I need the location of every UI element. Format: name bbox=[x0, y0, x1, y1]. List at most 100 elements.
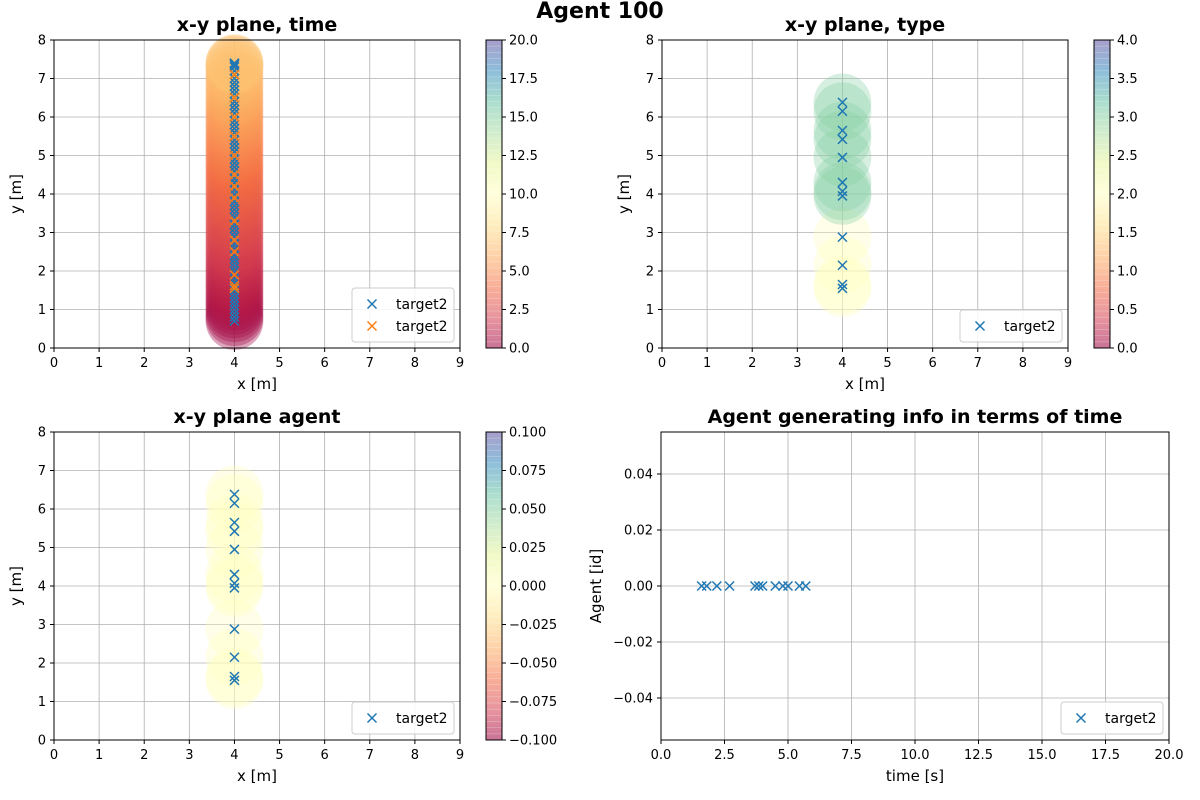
data-point bbox=[757, 580, 768, 592]
data-point bbox=[800, 580, 811, 592]
colorbar-gradient bbox=[1094, 40, 1110, 348]
colorbar-tick-label: 0.5 bbox=[1117, 303, 1138, 318]
data-point bbox=[229, 312, 240, 323]
data-point bbox=[837, 232, 848, 243]
data-point bbox=[229, 258, 240, 269]
data-point bbox=[229, 100, 240, 111]
chart-panel-3: 0 1 2 3 4 5 6 7 8 9 0 1 2 3 4 5 6 7 8 x-y plane agent x [m] y… bbox=[7, 406, 557, 785]
y-tick-label: 4 bbox=[646, 188, 654, 203]
colorbar: 0.0 0.5 1.0 1.5 2.0 2.5 3.0 3.5 4.0 bbox=[1093, 34, 1138, 357]
y-tick-label: 2 bbox=[646, 265, 654, 280]
colorbar-tick-label: −0.100 bbox=[509, 734, 557, 749]
y-tick-label: 7 bbox=[38, 464, 46, 479]
colorbar-tick-label: −0.050 bbox=[509, 657, 557, 672]
x-tick-label: 0.0 bbox=[651, 748, 672, 763]
data-point bbox=[229, 73, 240, 84]
data-point bbox=[229, 92, 240, 103]
data-point bbox=[229, 173, 240, 184]
x-tick-label: 5.0 bbox=[778, 748, 799, 763]
colorbar-tick-label: 3.5 bbox=[1117, 72, 1138, 87]
x-tick-label: 6 bbox=[929, 356, 937, 371]
data-point bbox=[229, 142, 240, 153]
data-point bbox=[229, 104, 240, 115]
data-point bbox=[837, 279, 848, 290]
series-1 bbox=[837, 97, 848, 294]
colorbar-gradient bbox=[486, 40, 502, 348]
data-point bbox=[837, 260, 848, 271]
x-tick-label: 8 bbox=[411, 748, 419, 763]
data-point bbox=[229, 227, 240, 238]
legend: target2 bbox=[1060, 701, 1164, 735]
data-point bbox=[229, 123, 240, 134]
x-tick-label: 9 bbox=[1064, 356, 1072, 371]
colorbar-tick-label: 2.5 bbox=[1117, 149, 1138, 164]
x-tick-label: 0 bbox=[658, 356, 666, 371]
data-point bbox=[229, 223, 240, 234]
x-tick-label: 2.5 bbox=[714, 748, 735, 763]
chart-panel-1: 0 1 2 3 4 5 6 7 8 9 0 1 2 3 4 5 6 7 8 x-y plane, time x [m] y… bbox=[7, 14, 538, 393]
chart-title: x-y plane, time bbox=[177, 14, 338, 36]
data-point bbox=[229, 526, 240, 537]
colorbar-tick-label: 0.0 bbox=[1117, 342, 1138, 357]
y-tick-label: 8 bbox=[38, 34, 46, 49]
legend-label: target2 bbox=[1105, 711, 1156, 727]
data-point bbox=[229, 185, 240, 196]
legend-marker bbox=[974, 320, 986, 332]
x-tick-label: 17.5 bbox=[1091, 748, 1120, 763]
series-1 bbox=[696, 580, 811, 592]
data-point bbox=[229, 300, 240, 311]
y-tick-label: 0.04 bbox=[624, 468, 653, 483]
data-point bbox=[753, 580, 764, 592]
data-point bbox=[229, 250, 240, 261]
legend: target2 bbox=[351, 701, 455, 735]
data-point bbox=[229, 61, 240, 72]
y-tick-label: 5 bbox=[38, 149, 46, 164]
y-tick-label: 0 bbox=[646, 342, 654, 357]
colorbar-tick-label: 12.5 bbox=[509, 149, 538, 164]
x-axis-label: x [m] bbox=[845, 375, 885, 393]
y-tick-label: 6 bbox=[38, 503, 46, 518]
x-tick-label: 8 bbox=[411, 356, 419, 371]
colorbar-tick-label: 0.0 bbox=[509, 342, 530, 357]
x-tick-label: 3 bbox=[185, 748, 193, 763]
x-tick-label: 5 bbox=[883, 356, 891, 371]
legend-marker bbox=[366, 320, 378, 332]
colorbar-tick-label: 5.0 bbox=[509, 265, 530, 280]
x-tick-label: 3 bbox=[793, 356, 801, 371]
data-point bbox=[229, 119, 240, 130]
legend-label: target2 bbox=[396, 711, 447, 727]
y-axis-label: y [m] bbox=[615, 174, 633, 214]
legend-box bbox=[351, 287, 455, 343]
x-tick-label: 12.5 bbox=[964, 748, 993, 763]
data-point bbox=[229, 308, 240, 319]
data-point bbox=[229, 578, 240, 589]
legend-box bbox=[959, 309, 1063, 343]
data-point bbox=[229, 88, 240, 99]
data-point bbox=[229, 292, 240, 303]
colorbar: 0.0 2.5 5.0 7.5 10.0 12.5 15.0 17.5 20.0 bbox=[485, 34, 538, 357]
colorbar-tick-label: 15.0 bbox=[509, 111, 538, 126]
data-point bbox=[229, 77, 240, 88]
legend-marker bbox=[366, 712, 378, 724]
data-point bbox=[229, 200, 240, 211]
data-point bbox=[229, 280, 240, 291]
series-2 bbox=[229, 69, 240, 294]
x-tick-label: 6 bbox=[321, 748, 329, 763]
data-point bbox=[229, 285, 240, 296]
data-point bbox=[749, 580, 761, 592]
x-tick-label: 0 bbox=[50, 356, 58, 371]
data-point bbox=[229, 242, 240, 253]
colorbar-tick-label: 7.5 bbox=[509, 226, 530, 241]
y-tick-label: 6 bbox=[646, 111, 654, 126]
data-point bbox=[229, 671, 240, 682]
x-tick-label: 7 bbox=[366, 748, 374, 763]
data-point bbox=[724, 580, 735, 592]
data-point bbox=[229, 569, 240, 580]
chart-panel-4: 0.0 2.5 5.0 7.5 10.0 12.5 15.0 17.5 20.0 −0.04 −0.… bbox=[587, 406, 1183, 785]
data-point bbox=[229, 231, 240, 242]
data-point bbox=[229, 582, 240, 593]
data-point bbox=[229, 235, 240, 246]
data-point bbox=[229, 81, 240, 92]
y-tick-label: 2 bbox=[38, 657, 46, 672]
